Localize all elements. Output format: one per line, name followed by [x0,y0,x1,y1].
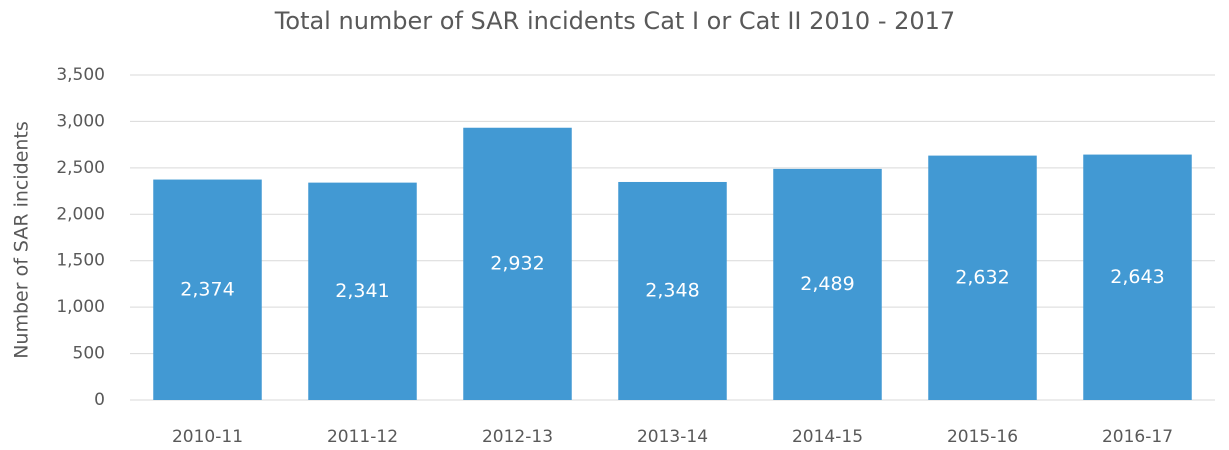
bar [618,181,727,400]
bar [773,168,882,400]
y-tick-label: 1,500 [56,251,105,271]
y-tick-label: 3,000 [56,111,105,131]
x-tick-label: 2015-16 [947,427,1018,447]
y-tick-label: 500 [73,344,105,364]
bar [308,182,417,400]
bar [928,155,1037,400]
value-label: 2,341 [335,280,389,302]
x-tick-label: 2010-11 [172,427,243,447]
y-tick-label: 0 [94,390,105,410]
x-tick-label: 2011-12 [327,427,398,447]
y-axis-label: Number of SAR incidents [11,121,33,359]
value-label: 2,932 [490,252,544,274]
bar [153,179,262,400]
y-tick-label: 1,000 [56,297,105,317]
bar [1083,154,1192,400]
value-label: 2,489 [800,273,854,295]
value-label: 2,632 [955,266,1009,288]
x-tick-label: 2013-14 [637,427,708,447]
value-label: 2,374 [180,278,234,300]
y-tick-label: 3,500 [56,65,105,85]
x-tick-label: 2016-17 [1102,427,1173,447]
value-label: 2,643 [1110,266,1164,288]
value-label: 2,348 [645,279,699,301]
y-tick-label: 2,500 [56,158,105,178]
x-tick-label: 2014-15 [792,427,863,447]
chart-title: Total number of SAR incidents Cat I or C… [274,7,955,35]
x-tick-label: 2012-13 [482,427,553,447]
bar [463,127,572,400]
y-tick-label: 2,000 [56,204,105,224]
